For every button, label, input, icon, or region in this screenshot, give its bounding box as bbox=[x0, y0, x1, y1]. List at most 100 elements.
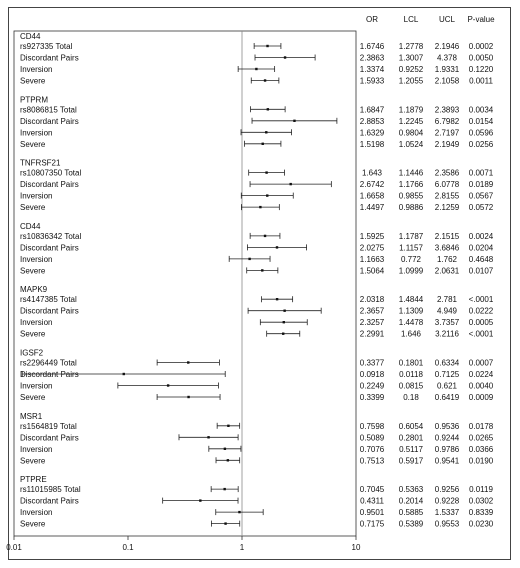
or-value: 0.7598 bbox=[360, 422, 385, 431]
or-point bbox=[261, 269, 264, 272]
ucl-value: 2.1259 bbox=[435, 203, 460, 212]
row-label: Inversion bbox=[20, 382, 52, 391]
or-value: 1.643 bbox=[362, 169, 383, 178]
ucl-value: 2.3586 bbox=[435, 169, 460, 178]
plot-inner-box bbox=[13, 30, 357, 537]
or-point bbox=[263, 79, 267, 82]
ucl-value: 0.9536 bbox=[435, 422, 460, 431]
row-label: rs1564819 Total bbox=[20, 422, 77, 431]
or-point bbox=[187, 395, 190, 399]
or-point bbox=[265, 131, 268, 134]
forest-row: Discordant Pairs 2.3863 1.3007 4.378 0.0050 bbox=[20, 54, 494, 63]
p-value: 0.0119 bbox=[469, 485, 493, 494]
ucl-value: 2.781 bbox=[437, 295, 458, 304]
or-value: 1.1663 bbox=[360, 255, 385, 264]
or-point bbox=[275, 246, 279, 249]
chart-frame bbox=[8, 7, 511, 560]
or-point bbox=[226, 459, 230, 462]
p-value: 0.0366 bbox=[469, 445, 494, 454]
lcl-value: 1.1787 bbox=[399, 232, 424, 241]
lcl-value: 0.2014 bbox=[399, 497, 424, 506]
forest-row: Severe 0.7175 0.5389 0.9553 0.0230 bbox=[20, 520, 494, 529]
forest-row: Discordant Pairs 2.6742 1.1766 6.0778 0.0189 bbox=[20, 180, 494, 189]
or-point bbox=[223, 487, 226, 491]
p-value: 0.4648 bbox=[469, 255, 494, 264]
or-point bbox=[263, 234, 267, 238]
lcl-value: 0.0815 bbox=[399, 382, 424, 391]
lcl-value: 0.9886 bbox=[399, 203, 424, 212]
or-point bbox=[238, 510, 241, 514]
ucl-value: 2.8155 bbox=[435, 192, 460, 201]
row-label: rs11015985 Total bbox=[20, 485, 81, 494]
p-value: 0.0050 bbox=[469, 54, 494, 63]
or-value: 0.3377 bbox=[360, 359, 385, 368]
lcl-value: 1.1446 bbox=[399, 169, 424, 178]
group-title: CD44 bbox=[20, 32, 41, 41]
p-value: 0.8339 bbox=[469, 508, 494, 517]
or-value: 1.5064 bbox=[360, 266, 385, 275]
ucl-value: 0.6419 bbox=[435, 393, 460, 402]
ucl-value: 2.1949 bbox=[435, 140, 460, 149]
or-value: 2.2991 bbox=[360, 330, 385, 339]
or-value: 1.6329 bbox=[360, 128, 385, 137]
or-point bbox=[266, 194, 269, 197]
ucl-value: 2.3893 bbox=[435, 105, 460, 114]
or-value: 0.7045 bbox=[360, 485, 385, 494]
or-point bbox=[248, 257, 251, 261]
lcl-value: 1.3007 bbox=[399, 54, 424, 63]
or-value: 1.6847 bbox=[360, 105, 385, 114]
p-value: 0.0190 bbox=[469, 456, 494, 465]
lcl-value: 0.9804 bbox=[399, 128, 424, 137]
lcl-value: 0.5917 bbox=[399, 456, 424, 465]
p-value: 0.0154 bbox=[469, 117, 494, 126]
lcl-value: 0.772 bbox=[401, 255, 422, 264]
ucl-value: 2.0631 bbox=[435, 266, 460, 275]
p-value: 0.0302 bbox=[469, 497, 494, 506]
ucl-value: 0.9244 bbox=[435, 433, 460, 442]
row-label: Severe bbox=[20, 266, 46, 275]
forest-row: Severe 1.4497 0.9886 2.1259 0.0572 bbox=[20, 203, 494, 212]
ucl-value: 0.621 bbox=[437, 382, 458, 391]
or-value: 0.7175 bbox=[360, 520, 385, 529]
p-value: 0.0222 bbox=[469, 307, 494, 316]
p-value: 0.0567 bbox=[469, 192, 494, 201]
forest-row: Discordant Pairs 2.8853 1.2245 6.7982 0.0154 bbox=[20, 117, 494, 126]
forest-row: Discordant Pairs 2.3657 1.1309 4.949 0.0222 bbox=[20, 307, 494, 316]
p-value: 0.0256 bbox=[469, 140, 494, 149]
ucl-value: 2.7197 bbox=[435, 128, 460, 137]
or-value: 1.6746 bbox=[360, 42, 385, 51]
row-label: Inversion bbox=[20, 128, 52, 137]
p-value: 0.0189 bbox=[469, 180, 494, 189]
or-value: 1.3374 bbox=[360, 65, 385, 74]
row-label: rs927335 Total bbox=[20, 42, 73, 51]
p-value: <.0001 bbox=[469, 295, 494, 304]
row-label: Severe bbox=[20, 140, 46, 149]
lcl-value: 1.2245 bbox=[399, 117, 424, 126]
p-value: 0.0002 bbox=[469, 42, 494, 51]
row-label: Inversion bbox=[20, 445, 52, 454]
or-value: 2.3257 bbox=[360, 318, 385, 327]
row-label: Severe bbox=[20, 393, 46, 402]
or-point bbox=[261, 142, 264, 145]
forest-row: Inversion 2.3257 1.4478 3.7357 0.0005 bbox=[20, 318, 494, 327]
or-value: 0.4311 bbox=[360, 497, 384, 506]
ucl-value: 4.949 bbox=[437, 307, 458, 316]
row-label: rs4147385 Total bbox=[20, 295, 77, 304]
ucl-value: 6.0778 bbox=[435, 180, 460, 189]
or-value: 2.3657 bbox=[360, 307, 385, 316]
ucl-value: 2.1515 bbox=[435, 232, 460, 241]
row-label: rs10807350 Total bbox=[20, 169, 81, 178]
ucl-value: 0.9553 bbox=[435, 520, 460, 529]
forest-row: rs927335 Total 1.6746 1.2778 2.1946 0.0002 bbox=[20, 42, 494, 51]
ucl-value: 0.7125 bbox=[435, 370, 460, 379]
or-value: 0.7076 bbox=[360, 445, 385, 454]
or-point bbox=[166, 384, 170, 387]
lcl-value: 0.18 bbox=[403, 393, 419, 402]
header-ucl: UCL bbox=[439, 15, 456, 24]
group-title: CD44 bbox=[20, 222, 41, 231]
forest-row: Severe 0.3399 0.18 0.6419 0.0009 bbox=[20, 393, 494, 402]
